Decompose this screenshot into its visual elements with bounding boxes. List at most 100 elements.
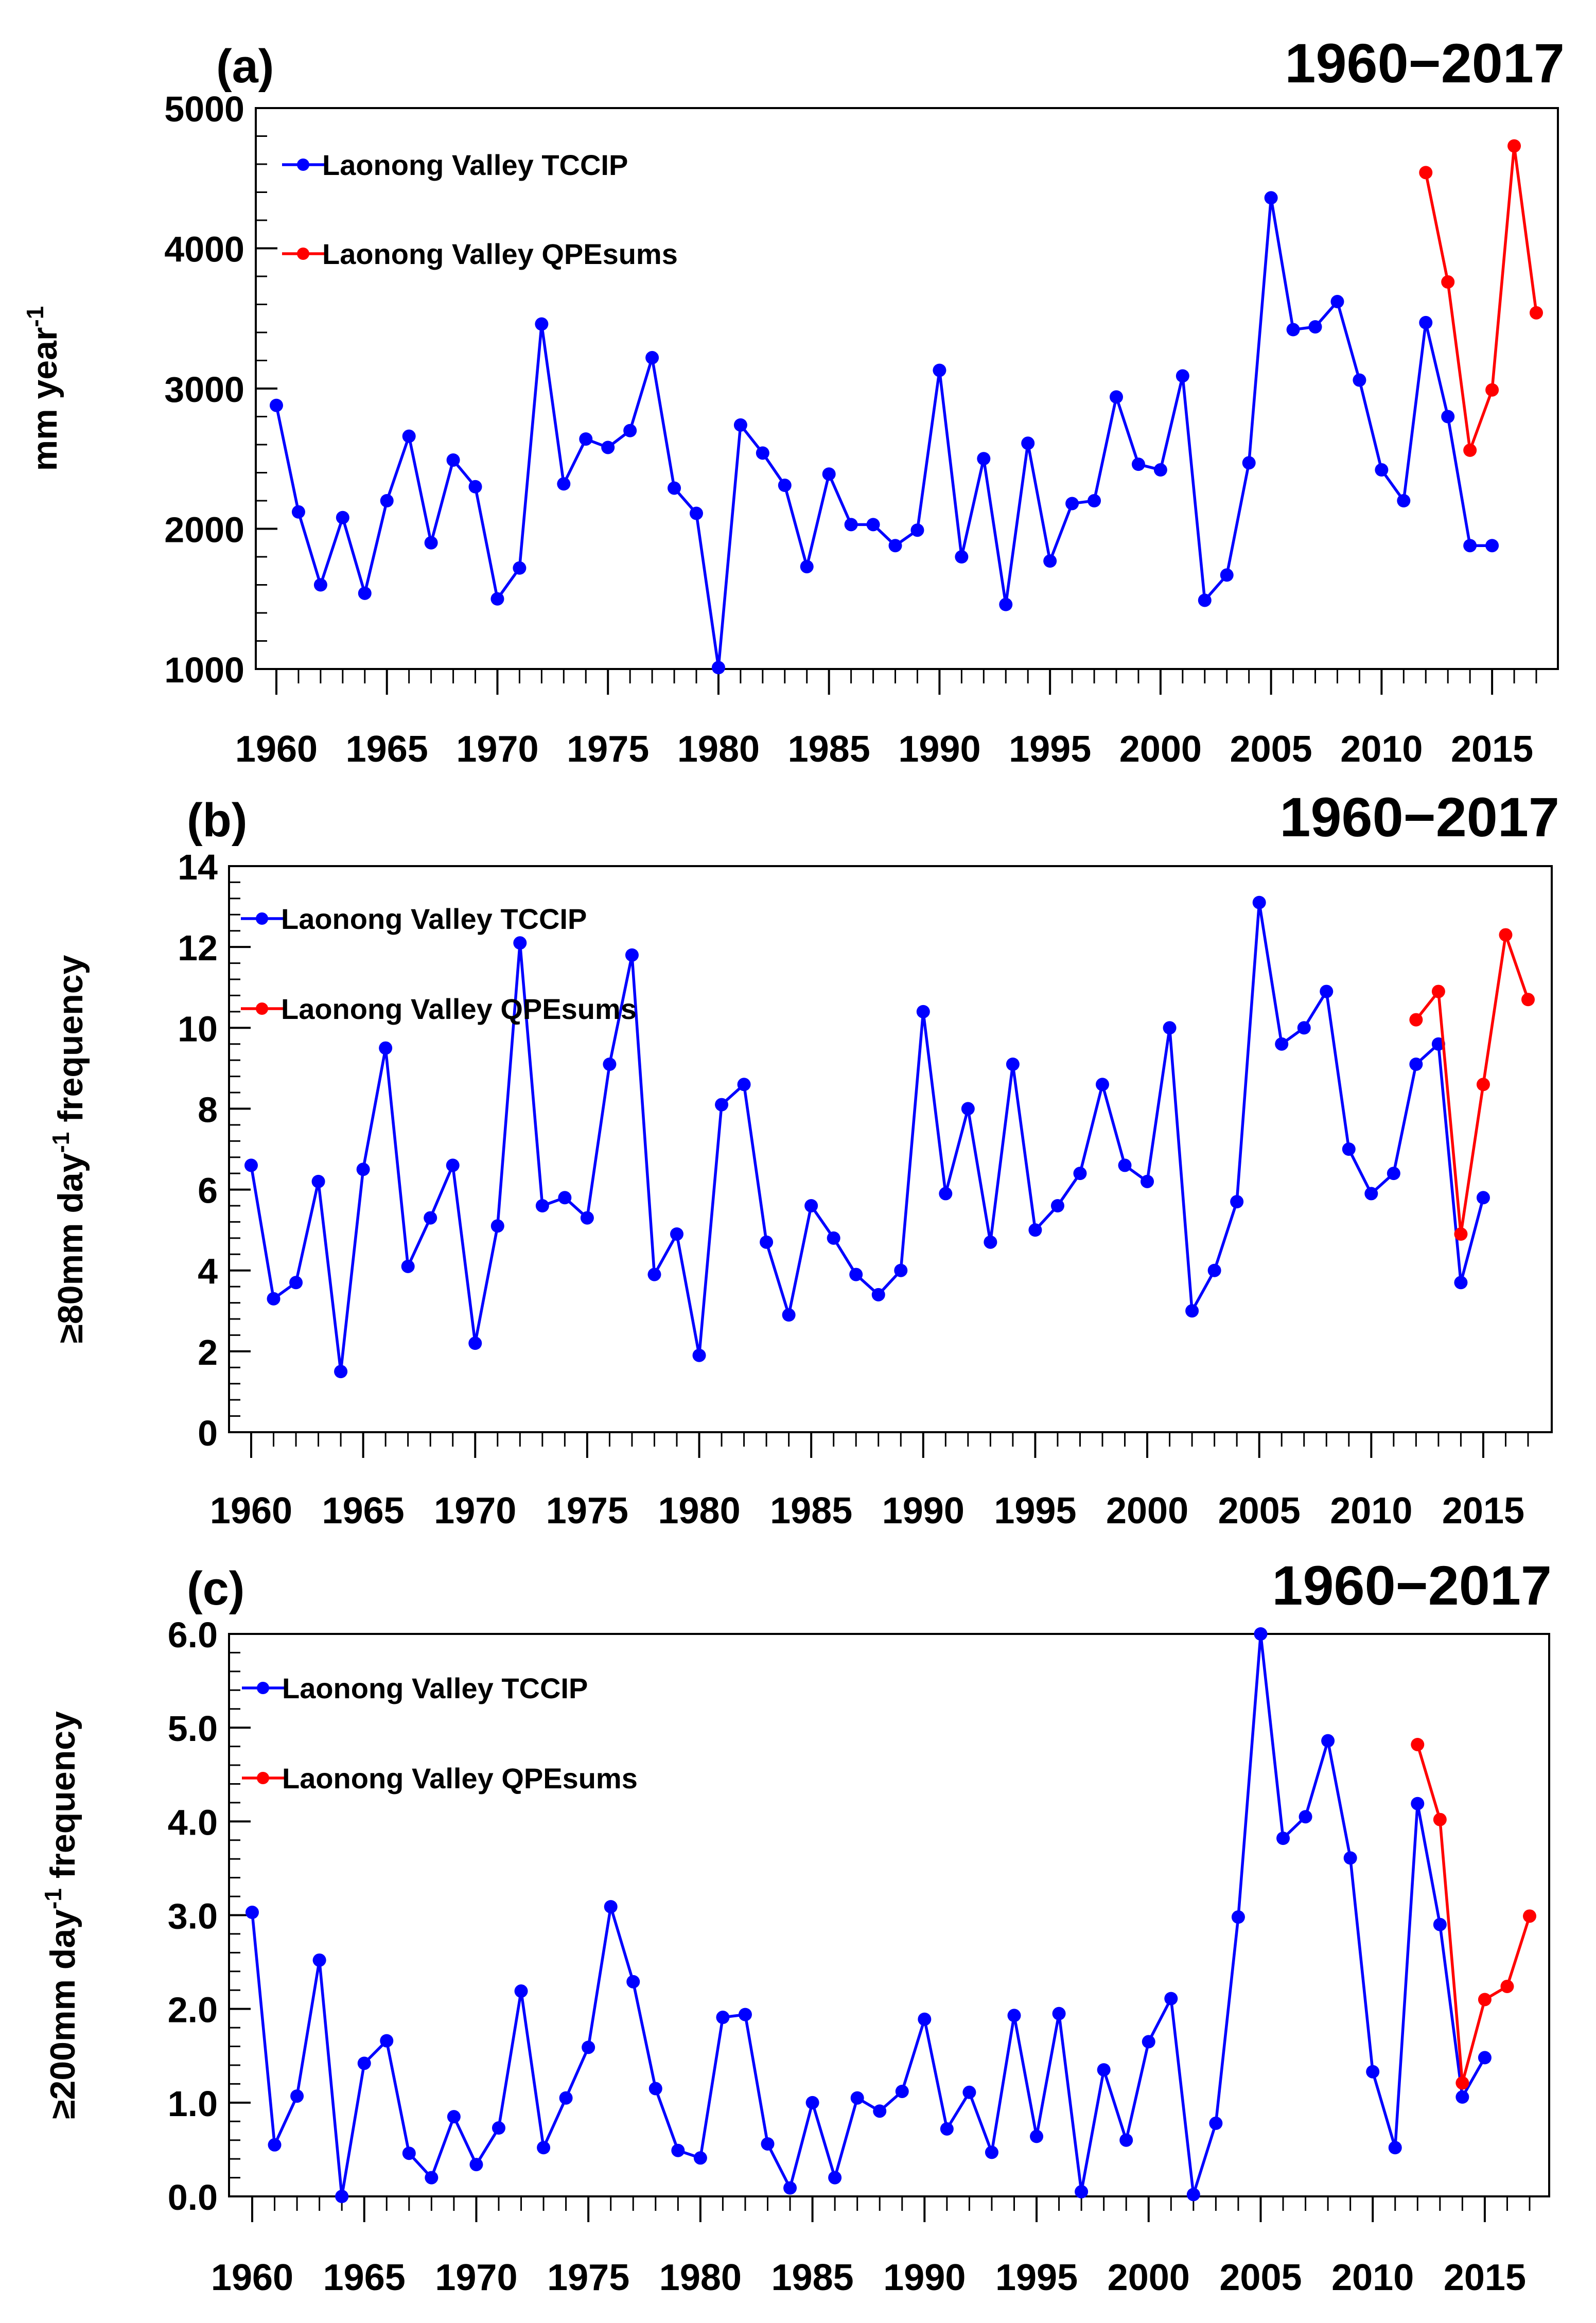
x-tick-label: 1990 [883, 2257, 966, 2298]
y-tick-label: 12 [178, 928, 218, 968]
x-tick-label: 1995 [1009, 729, 1091, 770]
data-point-tccip-1982 [738, 2008, 752, 2021]
data-point-tccip-1984 [800, 560, 814, 574]
legend-label: Laonong Valley TCCIP [322, 149, 628, 181]
data-point-tccip-1963 [311, 1174, 325, 1188]
data-point-tccip-1997 [1075, 2185, 1089, 2198]
data-point-tccip-2009 [1342, 1142, 1356, 1156]
data-point-qpesums-2015 [1478, 1993, 1492, 2007]
y-tick-label: 1000 [164, 650, 244, 690]
panel-tag: (a) [216, 40, 274, 93]
legend-marker [256, 912, 268, 925]
x-tick-label: 2010 [1340, 729, 1423, 770]
x-tick-label: 1960 [211, 2257, 293, 2298]
data-point-tccip-1976 [623, 424, 637, 437]
x-tick-label: 1995 [994, 1490, 1076, 1532]
data-point-tccip-1975 [580, 1211, 594, 1225]
data-point-tccip-2006 [1286, 323, 1300, 337]
data-point-tccip-2013 [1433, 1917, 1447, 1931]
x-tick-label: 1970 [435, 2257, 517, 2298]
data-point-tccip-2012 [1419, 315, 1433, 329]
data-point-tccip-1989 [910, 523, 924, 537]
data-point-tccip-1977 [626, 1975, 640, 1988]
series-line-qpesums [1424, 144, 1538, 452]
x-tick-label: 2005 [1219, 2257, 1302, 2298]
data-point-tccip-1994 [1006, 1058, 1020, 1071]
data-point-tccip-1969 [447, 2110, 461, 2124]
data-point-tccip-2010 [1364, 1187, 1378, 1201]
data-point-tccip-1964 [334, 1365, 348, 1379]
x-tick-label: 2000 [1108, 2257, 1190, 2298]
x-tick-label: 1985 [788, 729, 870, 770]
data-point-qpesums-2017 [1523, 1909, 1536, 1923]
data-point-tccip-1981 [715, 1098, 729, 1112]
series-line-tccip [251, 1632, 1486, 2198]
data-point-tccip-2013 [1441, 410, 1455, 424]
x-tick-label: 2005 [1218, 1490, 1301, 1532]
data-point-tccip-2007 [1308, 320, 1322, 334]
chart-title: 1960−2017 [1279, 786, 1559, 848]
data-point-tccip-2001 [1176, 369, 1189, 383]
data-point-tccip-1987 [849, 1268, 863, 1281]
y-tick-label: 6.0 [168, 1615, 218, 1655]
x-tick-label: 1975 [547, 2257, 629, 2298]
x-tick-label: 2015 [1442, 1490, 1524, 1532]
data-point-tccip-1980 [711, 661, 725, 675]
data-point-tccip-1975 [582, 2040, 595, 2054]
data-point-tccip-1967 [401, 1259, 415, 1273]
data-point-qpesums-2013 [1433, 1812, 1447, 1826]
data-point-tccip-1986 [827, 1231, 840, 1245]
data-point-tccip-1969 [446, 1158, 460, 1172]
data-point-tccip-2012 [1409, 1058, 1423, 1071]
data-point-tccip-2002 [1185, 1304, 1199, 1318]
data-point-tccip-1986 [844, 518, 858, 532]
x-tick-label: 1975 [546, 1490, 628, 1532]
data-point-tccip-2006 [1275, 1037, 1289, 1051]
x-tick-label: 1965 [346, 729, 428, 770]
legend-marker [297, 248, 309, 260]
y-axis-label-main: ≥80mm day [51, 1153, 90, 1343]
data-point-tccip-1963 [312, 1953, 326, 1967]
y-tick-label: 2.0 [168, 1990, 218, 2030]
data-point-tccip-2008 [1320, 984, 1334, 998]
data-point-tccip-1983 [778, 479, 792, 492]
data-point-tccip-1998 [1096, 1078, 1109, 1092]
data-point-qpesums-2013 [1441, 275, 1455, 289]
data-point-tccip-1993 [999, 597, 1013, 611]
legend-label: Laonong Valley QPEsums [281, 993, 637, 1025]
data-point-tccip-1976 [604, 1900, 618, 1914]
data-point-qpesums-2013 [1431, 984, 1445, 998]
data-point-tccip-2002 [1186, 2188, 1200, 2202]
data-point-tccip-1985 [804, 1199, 818, 1212]
data-point-tccip-1962 [290, 2089, 304, 2103]
data-point-tccip-2015 [1485, 539, 1499, 553]
data-point-tccip-1961 [291, 505, 305, 519]
data-point-tccip-1985 [822, 467, 836, 481]
x-tick-label: 1960 [210, 1490, 292, 1532]
y-tick-label: 0.0 [168, 2177, 218, 2218]
y-tick-label: 2 [198, 1332, 218, 1372]
series-line-tccip [275, 196, 1493, 670]
x-tick-label: 1985 [771, 2257, 854, 2298]
data-point-tccip-1989 [895, 2084, 909, 2098]
chart-panel: (b) 1960−2017 0 2 4 6 8 10 12 14 1960 1965 1970 1975 1… [47, 786, 1559, 1532]
x-tick-label: 1980 [677, 729, 760, 770]
y-tick-label: 5000 [164, 89, 244, 129]
data-point-tccip-1972 [513, 936, 527, 950]
x-tick-label: 1995 [995, 2257, 1078, 2298]
data-point-tccip-1985 [805, 2096, 819, 2109]
data-point-tccip-1974 [559, 2091, 573, 2105]
data-point-tccip-1994 [1021, 436, 1035, 450]
x-tick-label: 2015 [1451, 729, 1533, 770]
data-point-tccip-2008 [1330, 295, 1344, 309]
data-point-tccip-1974 [579, 432, 593, 446]
data-point-tccip-1966 [379, 1041, 393, 1055]
legend-marker [256, 1002, 268, 1015]
data-point-tccip-2015 [1478, 2051, 1492, 2065]
x-tick-label: 1960 [235, 729, 318, 770]
data-point-tccip-2000 [1142, 2035, 1155, 2049]
data-point-tccip-2007 [1297, 1021, 1311, 1035]
data-point-tccip-2002 [1198, 593, 1212, 607]
data-point-tccip-1972 [514, 1984, 528, 1998]
series-line-qpesums [1415, 933, 1530, 1236]
